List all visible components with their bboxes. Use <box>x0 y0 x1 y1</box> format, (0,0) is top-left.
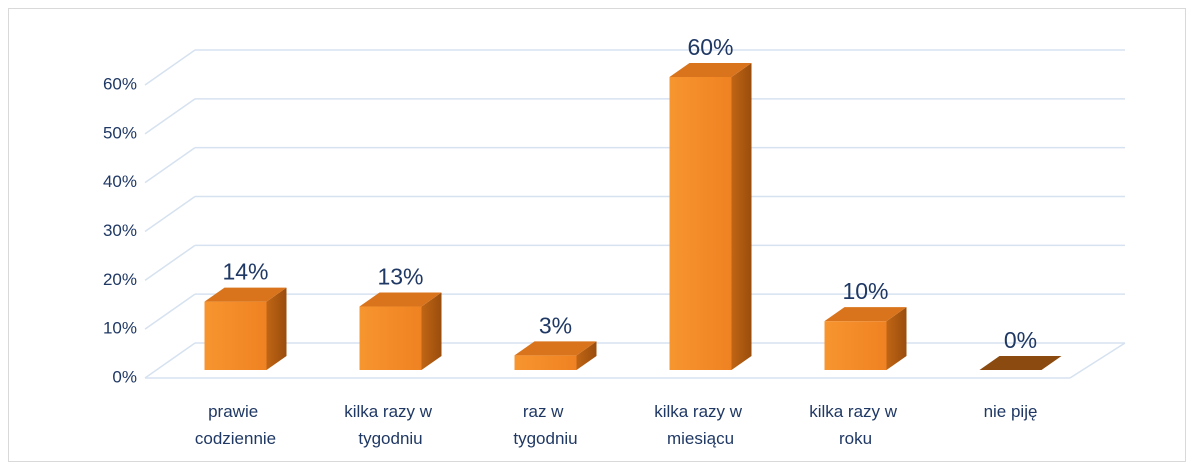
bar-side <box>576 341 597 370</box>
grid-line-side <box>144 147 196 184</box>
bar-front <box>204 301 267 370</box>
grid-line-side <box>144 342 196 379</box>
bar-top <box>979 356 1062 370</box>
value-label: 3% <box>539 312 572 338</box>
value-label: 60% <box>687 34 733 60</box>
grid-line-side <box>144 49 196 86</box>
bar-side <box>266 287 287 370</box>
y-tick-label: 60% <box>103 74 137 93</box>
y-tick-label: 10% <box>103 319 137 338</box>
bar-side <box>731 63 752 370</box>
x-tick-label: kilka razy w miesiącu <box>654 402 747 448</box>
bar-front <box>359 306 422 370</box>
x-tick-label: kilka razy w roku <box>809 402 902 448</box>
value-label: 10% <box>842 278 888 304</box>
y-tick-label: 50% <box>103 123 137 142</box>
y-tick-label: 0% <box>112 367 137 386</box>
bar-side <box>886 307 907 370</box>
bar-top <box>204 287 287 302</box>
x-tick-label: raz w tygodniu <box>513 402 577 448</box>
bar-front <box>669 77 732 370</box>
value-label: 14% <box>222 259 268 285</box>
grid-line-side <box>144 293 196 330</box>
grid-line-side <box>144 244 196 281</box>
grid-line-side <box>144 98 196 135</box>
x-tick-label: kilka razy w tygodniu <box>344 402 437 448</box>
frame <box>8 8 1186 462</box>
bar-top <box>359 292 442 307</box>
bar-top <box>824 307 907 322</box>
bar-front <box>824 321 887 370</box>
grid-line-side <box>144 195 196 233</box>
bar-side <box>421 292 442 370</box>
bar-front <box>514 355 577 370</box>
floor-right <box>1069 342 1126 379</box>
value-label: 0% <box>1004 327 1037 353</box>
y-tick-label: 20% <box>103 270 137 289</box>
bar-top <box>669 63 752 77</box>
x-tick-label: nie piję <box>984 402 1038 421</box>
y-tick-label: 40% <box>103 172 137 191</box>
value-label: 13% <box>377 264 423 290</box>
x-tick-label: prawie codziennie <box>195 402 276 448</box>
y-tick-label: 30% <box>103 221 137 240</box>
bar-top <box>514 341 597 356</box>
